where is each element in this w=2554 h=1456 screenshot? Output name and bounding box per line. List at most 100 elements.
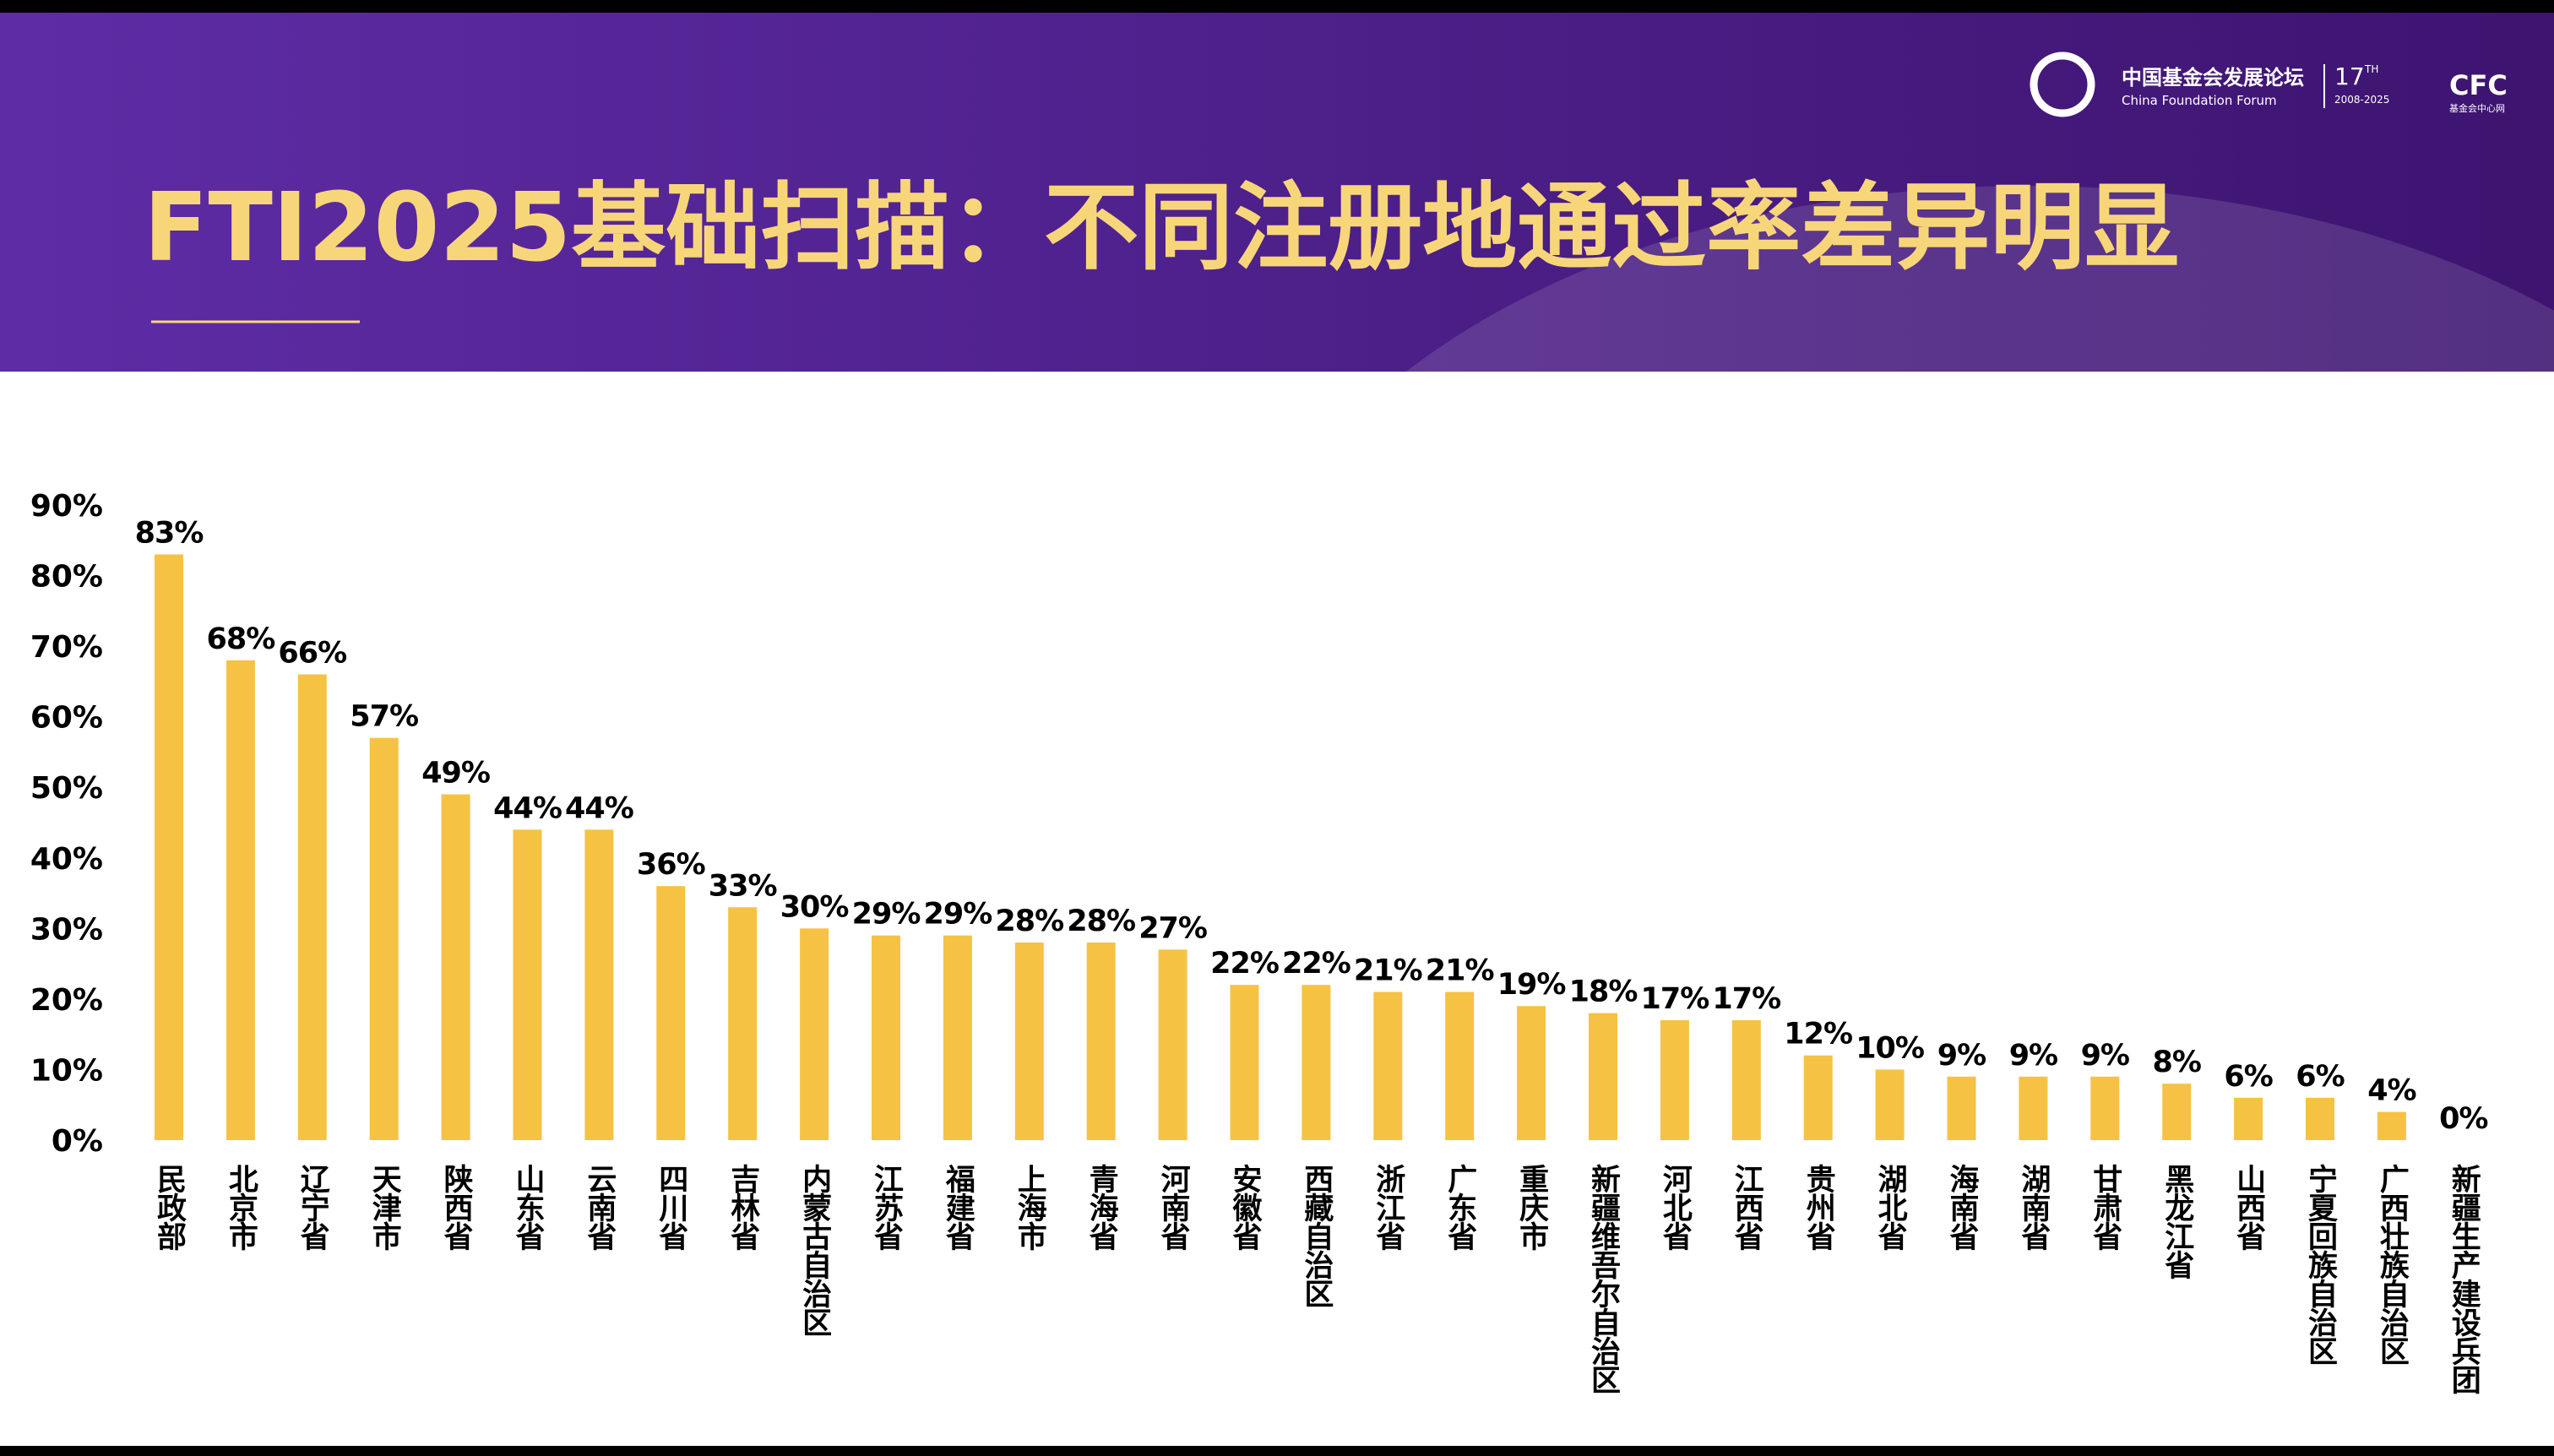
bar <box>2234 1097 2263 1140</box>
bar <box>1947 1076 1976 1140</box>
data-label: 17% <box>1712 982 1780 1016</box>
bar <box>441 794 470 1140</box>
data-label: 83% <box>135 516 204 550</box>
data-label: 9% <box>2081 1039 2129 1073</box>
bar <box>155 554 183 1140</box>
y-tick-label: 30% <box>30 912 103 947</box>
x-tick-label: 重庆市 <box>1514 1164 1549 1251</box>
x-tick-label: 山东省 <box>511 1164 546 1251</box>
bar <box>1731 1019 1761 1140</box>
bar <box>1230 985 1259 1140</box>
bar <box>1158 949 1187 1140</box>
bar <box>2377 1111 2406 1140</box>
x-tick-label: 山西省 <box>2231 1164 2266 1251</box>
bar <box>1086 943 1116 1140</box>
bar <box>297 674 327 1140</box>
data-label: 10% <box>1856 1031 1924 1065</box>
y-tick-label: 50% <box>30 771 103 806</box>
x-tick-label: 新疆生产建设兵团 <box>2447 1164 2481 1394</box>
data-label: 18% <box>1569 975 1638 1009</box>
x-tick-label: 上海市 <box>1013 1164 1047 1251</box>
data-label: 12% <box>1784 1018 1852 1051</box>
data-label: 6% <box>2224 1060 2272 1094</box>
x-tick-label: 河北省 <box>1658 1164 1693 1251</box>
data-label: 27% <box>1138 911 1207 945</box>
bar <box>1301 985 1331 1140</box>
data-label: 29% <box>852 898 921 932</box>
x-tick-label: 湖南省 <box>2016 1164 2051 1251</box>
data-label: 49% <box>421 757 490 790</box>
x-tick-label: 四川省 <box>654 1164 688 1251</box>
logo-name-en: China Foundation Forum <box>2122 93 2277 108</box>
x-tick-label: 西藏自治区 <box>1299 1164 1334 1307</box>
bar <box>656 886 686 1140</box>
x-tick-label: 民政部 <box>152 1164 187 1251</box>
bar <box>1014 943 1044 1140</box>
bar <box>1875 1069 1905 1140</box>
x-tick-label: 安徽省 <box>1228 1164 1263 1251</box>
logo: 中国基金会发展论坛 China Foundation Forum 17 TH 2… <box>2030 52 2508 117</box>
logo-years: 2008-2025 <box>2334 94 2389 106</box>
y-tick-label: 10% <box>30 1053 103 1088</box>
data-label: 44% <box>493 791 562 825</box>
x-tick-label: 天津市 <box>367 1164 402 1251</box>
data-label: 57% <box>350 700 418 734</box>
x-tick-label: 福建省 <box>941 1164 976 1251</box>
bar <box>2162 1084 2192 1140</box>
partner-logo: CFC <box>2449 69 2508 101</box>
logo-edition: 17 <box>2334 62 2365 90</box>
data-label: 44% <box>565 791 633 825</box>
x-tick-label: 内蒙古自治区 <box>797 1164 832 1336</box>
bar <box>226 660 255 1140</box>
slide-title: FTI2025基础扫描：不同注册地通过率差异明显 <box>144 173 2179 283</box>
bar <box>2090 1076 2120 1140</box>
data-label: 19% <box>1497 968 1566 1002</box>
data-label: 9% <box>1937 1039 1986 1073</box>
bar <box>584 829 614 1140</box>
x-tick-label: 吉林省 <box>725 1164 760 1251</box>
data-label: 4% <box>2367 1074 2415 1108</box>
x-tick-label: 宁夏回族自治区 <box>2303 1164 2338 1365</box>
x-tick-label: 贵州省 <box>1801 1164 1836 1251</box>
data-label: 33% <box>709 869 777 903</box>
bar <box>1445 991 1475 1140</box>
y-tick-label: 80% <box>30 560 103 595</box>
data-label: 0% <box>2439 1102 2487 1136</box>
data-label: 30% <box>780 890 849 924</box>
bottom-strip <box>0 1446 2554 1456</box>
data-label: 21% <box>1426 954 1494 988</box>
data-label: 9% <box>2009 1039 2057 1073</box>
x-tick-label: 海南省 <box>1945 1164 1980 1251</box>
logo-icon <box>2030 52 2095 117</box>
bar <box>2019 1076 2048 1140</box>
x-tick-label: 甘肃省 <box>2088 1164 2122 1251</box>
x-tick-label: 江西省 <box>1730 1164 1764 1251</box>
data-label: 28% <box>995 905 1063 938</box>
bar <box>943 935 972 1140</box>
data-label: 36% <box>637 848 705 882</box>
bar <box>2306 1097 2334 1140</box>
x-tick-label: 湖北省 <box>1873 1164 1908 1251</box>
y-tick-label: 60% <box>30 701 103 736</box>
data-label: 17% <box>1641 982 1709 1016</box>
data-label: 66% <box>278 637 346 671</box>
data-label: 22% <box>1282 947 1350 981</box>
header-arc <box>1406 186 2554 372</box>
data-label: 29% <box>924 898 992 932</box>
y-tick-label: 20% <box>30 983 103 1018</box>
bar <box>1589 1013 1617 1140</box>
header-band <box>0 13 2554 372</box>
bar <box>800 928 829 1140</box>
y-tick-label: 70% <box>30 630 103 665</box>
x-tick-label: 新疆维吾尔自治区 <box>1586 1164 1621 1394</box>
bar <box>872 935 900 1140</box>
data-label: 22% <box>1210 947 1279 981</box>
y-tick-label: 90% <box>30 489 103 524</box>
x-tick-label: 云南省 <box>582 1164 617 1251</box>
bar <box>1517 1006 1546 1140</box>
bar <box>1660 1019 1689 1140</box>
bar <box>1373 991 1403 1140</box>
logo-edition-sup: TH <box>2364 63 2378 75</box>
top-strip <box>0 0 2554 13</box>
data-label: 28% <box>1067 905 1135 938</box>
